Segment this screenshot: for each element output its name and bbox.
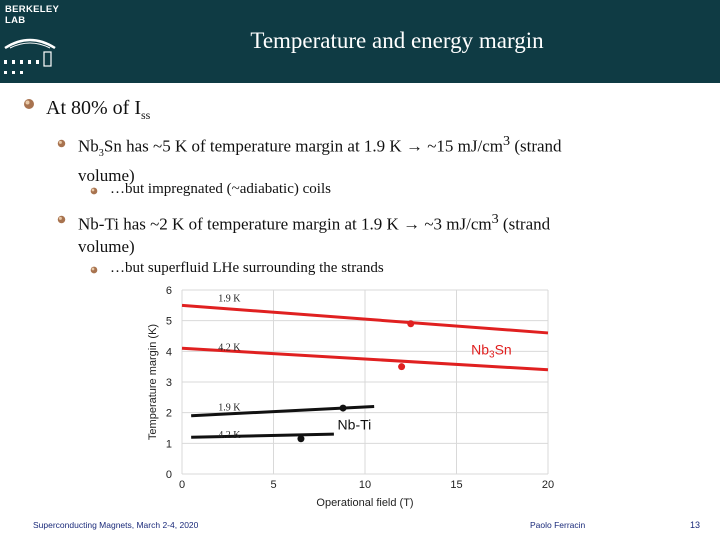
y-tick-label: 3 (166, 377, 172, 389)
series-label: 4.2 K (218, 430, 241, 441)
y-tick-label: 0 (166, 469, 172, 481)
footer-author: Paolo Ferracin (530, 520, 586, 530)
series-marker (407, 320, 415, 328)
x-tick-label: 0 (179, 479, 185, 491)
bullet-impregnated-coils: …but impregnated (~adiabatic) coils (110, 181, 331, 197)
series-label: 1.9 K (218, 294, 241, 305)
page-number: 13 (690, 520, 701, 530)
x-tick-label: 15 (450, 479, 462, 491)
material-annotation: Nb-Ti (338, 417, 372, 433)
chart-axes: 0 5 10 15 20 0 1 2 3 4 5 6 Operational field (T) Temp… (147, 285, 554, 509)
series-marker (398, 363, 406, 371)
logo-text: BERKELEY LAB (5, 4, 59, 26)
series-line (191, 432, 334, 439)
series-line (181, 346, 549, 372)
bullet-icon (24, 99, 34, 109)
x-tick-label: 10 (359, 479, 371, 491)
y-tick-label: 5 (166, 316, 172, 328)
bullet-superfluid-lhe: …but superfluid LHe surrounding the stra… (110, 260, 384, 276)
x-tick-label: 5 (270, 479, 276, 491)
header-bar: BERKELEY LAB Temperature and energy marg… (0, 0, 720, 83)
slide-title: Temperature and energy margin (250, 28, 544, 53)
temperature-margin-chart: 0 5 10 15 20 0 1 2 3 4 5 6 Operational field (T) Temp… (147, 285, 554, 509)
series-marker (297, 435, 305, 443)
bullet-nbti-margin: Nb-Ti has ~2 K of temperature margin at … (78, 211, 551, 256)
series-label: 4.2 K (218, 343, 241, 354)
lab-building-icon (4, 38, 56, 74)
x-tick-label: 20 (542, 479, 554, 491)
bullet-icon (90, 266, 98, 274)
footer-event: Superconducting Magnets, March 2-4, 2020 (33, 520, 199, 530)
material-annotation: Nb3Sn (471, 341, 512, 360)
berkeley-lab-logo: BERKELEY LAB (0, 0, 62, 83)
logo-line-2: LAB (5, 15, 26, 26)
y-tick-label: 4 (166, 346, 172, 358)
bullet-nb3sn-margin: Nb3Sn has ~5 K of temperature margin at … (78, 133, 562, 186)
y-tick-label: 2 (166, 408, 172, 420)
bullet-icon (90, 187, 98, 195)
logo-line-1: BERKELEY (5, 4, 60, 15)
y-axis-label: Temperature margin (K) (147, 324, 159, 440)
y-tick-label: 1 (166, 438, 172, 450)
bullet-icon (57, 215, 66, 224)
series-marker (339, 404, 347, 412)
bullet-icon (57, 139, 66, 148)
series-label: 1.9 K (218, 403, 241, 414)
chart-grid (181, 289, 549, 475)
chart-labels: 1.9 K 4.2 K 1.9 K 4.2 K Nb3Sn Nb-Ti (218, 294, 511, 441)
x-axis-label: Operational field (T) (316, 497, 413, 509)
series-line (181, 303, 549, 335)
chart-series (181, 303, 549, 443)
y-tick-label: 6 (166, 285, 172, 297)
bullet-at-80-percent: At 80% of Iss (46, 97, 151, 122)
